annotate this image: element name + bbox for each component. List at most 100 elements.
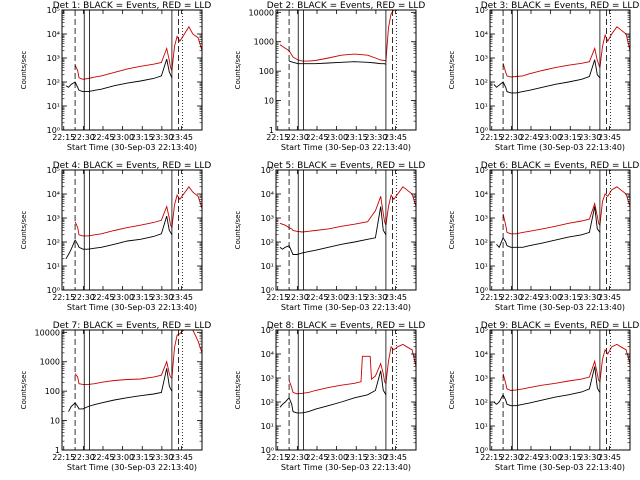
panel-det-3: Det 3: BLACK = Events, RED = LLD22:1522:…: [448, 1, 639, 152]
x-tick-label: 23:30: [578, 293, 601, 302]
y-axis-label: Counts/sec: [234, 211, 242, 250]
x-tick-label: 23:00: [325, 293, 348, 302]
y-tick-label: 10²: [475, 78, 488, 87]
y-tick-label: 10²: [47, 238, 60, 247]
y-tick-label: 10⁵: [47, 6, 60, 15]
x-tick-label: 22:45: [91, 133, 114, 142]
panel-det-5: Det 5: BLACK = Events, RED = LLD22:1522:…: [234, 161, 425, 312]
y-tick-label: 10³: [475, 214, 488, 223]
x-tick-label: 23:45: [384, 293, 407, 302]
events-series-line: [496, 206, 601, 249]
y-tick-label: 10⁰: [475, 126, 488, 135]
y-tick-label: 10¹: [261, 422, 274, 431]
y-tick-label: 10²: [475, 238, 488, 247]
x-tick-label: 22:45: [305, 133, 328, 142]
lld-series-line: [279, 10, 398, 62]
x-axis-label: Start Time (30-Sep-03 22:13:40): [495, 463, 625, 472]
y-tick-label: 10³: [475, 374, 488, 383]
lld-series-line: [288, 343, 416, 395]
x-tick-label: 23:30: [364, 293, 387, 302]
events-series-line: [493, 366, 601, 407]
y-tick-label: 10⁰: [261, 286, 274, 295]
y-tick-label: 10⁴: [475, 30, 488, 39]
x-tick-label: 22:45: [519, 453, 542, 462]
x-axis-label: Start Time (30-Sep-03 22:13:40): [67, 143, 197, 152]
x-axis-label: Start Time (30-Sep-03 22:13:40): [67, 303, 197, 312]
x-axis-label: Start Time (30-Sep-03 22:13:40): [67, 463, 197, 472]
x-tick-label: 23:45: [598, 133, 621, 142]
x-tick-label: 23:15: [345, 133, 368, 142]
x-tick-label: 22:15: [52, 453, 75, 462]
x-tick-label: 23:45: [170, 293, 193, 302]
x-tick-label: 22:45: [91, 453, 114, 462]
panel-det-4: Det 4: BLACK = Events, RED = LLD22:1522:…: [20, 161, 211, 312]
y-tick-label: 10⁴: [475, 190, 488, 199]
x-tick-label: 23:45: [384, 133, 407, 142]
x-tick-label: 22:45: [519, 293, 542, 302]
panel-title: Det 5: BLACK = Events, RED = LLD: [267, 161, 426, 171]
y-tick-label: 10: [50, 417, 60, 426]
y-tick-label: 10¹: [47, 102, 60, 111]
x-tick-label: 22:30: [500, 453, 523, 462]
y-tick-label: 1: [55, 446, 60, 455]
lld-series-line: [74, 330, 202, 385]
x-tick-label: 22:30: [286, 133, 309, 142]
x-axis-label: Start Time (30-Sep-03 22:13:40): [495, 143, 625, 152]
lld-series-line: [279, 186, 416, 233]
x-tick-label: 23:00: [325, 133, 348, 142]
x-tick-label: 23:30: [150, 293, 173, 302]
y-tick-label: 10²: [47, 78, 60, 87]
plot-frame: [61, 9, 203, 131]
lld-series-line: [502, 26, 630, 78]
y-tick-label: 10⁵: [475, 6, 488, 15]
x-tick-label: 22:45: [519, 133, 542, 142]
events-series-line: [65, 215, 173, 260]
x-tick-label: 23:15: [131, 133, 154, 142]
y-tick-label: 10⁰: [47, 286, 60, 295]
y-axis-label: Counts/sec: [234, 371, 242, 410]
x-tick-label: 23:30: [578, 453, 601, 462]
y-axis-label: Counts/sec: [20, 51, 28, 90]
y-tick-label: 10³: [261, 374, 274, 383]
x-axis-label: Start Time (30-Sep-03 22:13:40): [281, 463, 411, 472]
x-tick-label: 23:15: [559, 133, 582, 142]
panel-title: Det 7: BLACK = Events, RED = LLD: [53, 321, 212, 331]
x-axis-label: Start Time (30-Sep-03 22:13:40): [281, 143, 411, 152]
y-tick-label: 10²: [261, 398, 274, 407]
y-tick-label: 10⁵: [47, 166, 60, 175]
x-tick-label: 22:45: [91, 293, 114, 302]
x-tick-label: 22:15: [266, 293, 289, 302]
y-axis-label: Counts/sec: [448, 51, 456, 90]
y-tick-label: 10⁴: [47, 190, 60, 199]
lld-series-line: [502, 186, 630, 235]
panel-title: Det 8: BLACK = Events, RED = LLD: [267, 321, 426, 331]
y-tick-label: 10¹: [475, 102, 488, 111]
y-tick-label: 100: [45, 387, 60, 396]
panel-det-9: Det 9: BLACK = Events, RED = LLD22:1522:…: [448, 321, 639, 472]
y-axis-label: Counts/sec: [20, 371, 28, 410]
panel-title: Det 2: BLACK = Events, RED = LLD: [267, 1, 426, 11]
x-tick-label: 23:15: [559, 293, 582, 302]
x-tick-label: 22:15: [52, 133, 75, 142]
y-tick-label: 10²: [261, 238, 274, 247]
x-tick-label: 22:30: [500, 293, 523, 302]
y-tick-label: 10⁵: [261, 166, 274, 175]
y-tick-label: 1000: [40, 358, 60, 367]
x-tick-label: 23:15: [345, 293, 368, 302]
plot-frame: [275, 329, 417, 451]
events-series-line: [288, 60, 387, 65]
y-tick-label: 10⁰: [475, 286, 488, 295]
x-tick-label: 23:15: [131, 293, 154, 302]
x-tick-label: 22:30: [286, 453, 309, 462]
panel-det-7: Det 7: BLACK = Events, RED = LLD 22:15 22:…: [20, 321, 211, 472]
x-tick-label: 23:45: [170, 453, 193, 462]
y-tick-label: 10⁴: [475, 350, 488, 359]
panel-det-6: Det 6: BLACK = Events, RED = LLD22:1522:…: [448, 161, 639, 312]
y-tick-label: 10⁵: [475, 166, 488, 175]
x-tick-label: 23:30: [364, 133, 387, 142]
x-tick-label: 23:45: [384, 453, 407, 462]
x-tick-label: 22:30: [72, 293, 95, 302]
x-tick-label: 23:00: [539, 453, 562, 462]
y-tick-label: 10⁵: [475, 326, 488, 335]
x-tick-label: 23:00: [111, 293, 134, 302]
